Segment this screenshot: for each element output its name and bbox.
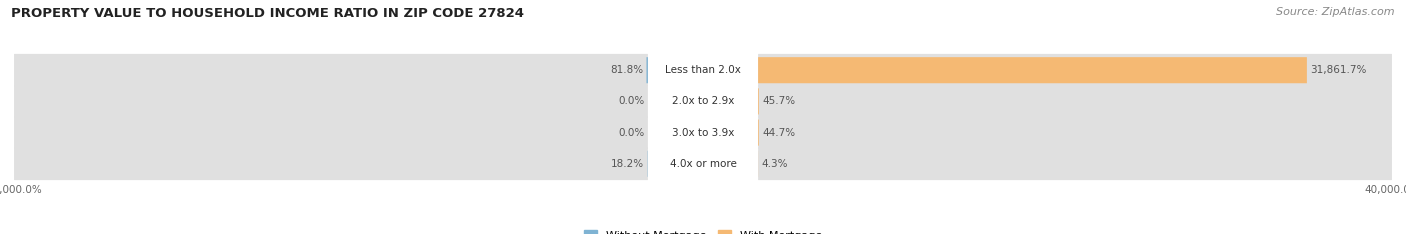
Text: 3.0x to 3.9x: 3.0x to 3.9x — [672, 128, 734, 138]
Text: Less than 2.0x: Less than 2.0x — [665, 65, 741, 75]
Text: 44.7%: 44.7% — [762, 128, 796, 138]
FancyBboxPatch shape — [758, 116, 1392, 149]
FancyBboxPatch shape — [758, 147, 1392, 180]
Text: 4.0x or more: 4.0x or more — [669, 159, 737, 169]
Text: 31,861.7%: 31,861.7% — [1310, 65, 1367, 75]
Text: 0.0%: 0.0% — [619, 128, 644, 138]
FancyBboxPatch shape — [758, 85, 1392, 118]
FancyBboxPatch shape — [647, 57, 648, 83]
Text: PROPERTY VALUE TO HOUSEHOLD INCOME RATIO IN ZIP CODE 27824: PROPERTY VALUE TO HOUSEHOLD INCOME RATIO… — [11, 7, 524, 20]
FancyBboxPatch shape — [14, 116, 648, 149]
Legend: Without Mortgage, With Mortgage: Without Mortgage, With Mortgage — [579, 226, 827, 234]
Text: 2.0x to 2.9x: 2.0x to 2.9x — [672, 96, 734, 106]
Text: 0.0%: 0.0% — [619, 96, 644, 106]
FancyBboxPatch shape — [758, 57, 1308, 83]
Text: 4.3%: 4.3% — [762, 159, 789, 169]
Text: 45.7%: 45.7% — [762, 96, 796, 106]
FancyBboxPatch shape — [758, 54, 1392, 87]
Text: Source: ZipAtlas.com: Source: ZipAtlas.com — [1277, 7, 1395, 17]
FancyBboxPatch shape — [14, 147, 648, 180]
Text: 18.2%: 18.2% — [612, 159, 644, 169]
FancyBboxPatch shape — [14, 54, 648, 87]
FancyBboxPatch shape — [14, 85, 648, 118]
Text: 81.8%: 81.8% — [610, 65, 643, 75]
